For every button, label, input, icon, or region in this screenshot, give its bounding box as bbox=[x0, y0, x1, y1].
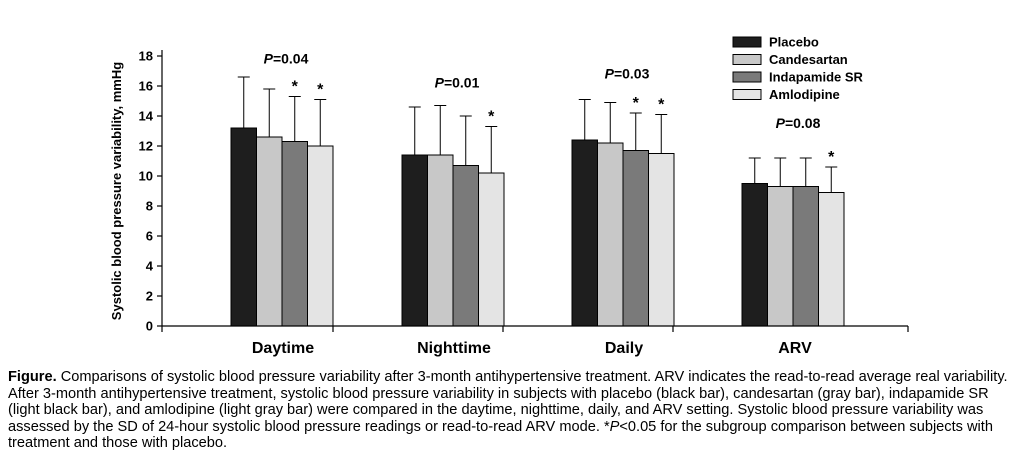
caption-label: Figure. bbox=[8, 369, 57, 385]
y-tick-label: 12 bbox=[139, 139, 153, 154]
bar bbox=[622, 150, 649, 327]
y-tick-label: 16 bbox=[139, 79, 153, 94]
caption-text-2: <0.05 for the subgroup comparison betwee… bbox=[8, 418, 993, 452]
legend-swatch bbox=[732, 89, 762, 100]
y-axis: 0 2 4 6 8 10 12 14 16 18 bbox=[139, 49, 163, 334]
bar bbox=[401, 154, 428, 327]
x-category-label: Nighttime bbox=[417, 340, 491, 357]
significance-star: * bbox=[292, 79, 299, 96]
p-value-label: P=0.08 bbox=[776, 115, 821, 131]
bar bbox=[452, 165, 479, 327]
y-tick-label: 2 bbox=[146, 289, 153, 304]
legend-label: Candesartan bbox=[769, 52, 848, 67]
bar bbox=[281, 141, 308, 327]
bar bbox=[478, 172, 505, 327]
significance-star: * bbox=[828, 149, 835, 166]
legend-label: Placebo bbox=[769, 35, 819, 50]
bar bbox=[230, 127, 257, 327]
y-tick-label: 14 bbox=[139, 109, 154, 124]
bar bbox=[741, 183, 768, 327]
bar bbox=[256, 136, 283, 327]
bar bbox=[818, 192, 845, 327]
figure-caption: Figure. Comparisons of systolic blood pr… bbox=[8, 369, 1018, 452]
legend: Placebo Candesartan Indapamide SR Amlodipin… bbox=[732, 35, 864, 102]
p-value-label: P=0.01 bbox=[435, 75, 480, 91]
caption-text-1: Comparisons of systolic blood pressure v… bbox=[8, 369, 1008, 435]
legend-label: Indapamide SR bbox=[769, 70, 864, 85]
y-tick-label: 8 bbox=[146, 199, 153, 214]
bar bbox=[307, 145, 334, 327]
x-category-label: Daily bbox=[605, 340, 643, 357]
legend-swatch bbox=[732, 36, 762, 48]
y-tick-label: 0 bbox=[146, 319, 153, 334]
caption-p-symbol: P bbox=[609, 418, 620, 435]
x-axis: Daytime Nighttime Daily ARV bbox=[161, 325, 909, 357]
y-tick-label: 18 bbox=[139, 49, 153, 64]
bar bbox=[767, 186, 794, 327]
bar bbox=[427, 154, 454, 327]
legend-label: Amlodipine bbox=[769, 87, 840, 102]
legend-swatch bbox=[732, 54, 762, 65]
y-tick-label: 6 bbox=[146, 229, 153, 244]
error-bars bbox=[237, 76, 838, 193]
y-axis-label: Systolic blood pressure variability, mmH… bbox=[109, 62, 124, 320]
x-category-label: ARV bbox=[778, 340, 812, 357]
y-tick-label: 10 bbox=[139, 169, 153, 184]
bar bbox=[648, 153, 675, 327]
bar bbox=[792, 186, 819, 327]
significance-star: * bbox=[633, 95, 640, 112]
annotations: P=0.04 P=0.01 P=0.03 P=0.08 * * * * * * bbox=[264, 51, 836, 167]
x-category-label: Daytime bbox=[252, 340, 314, 357]
bar bbox=[571, 139, 598, 327]
legend-swatch bbox=[732, 71, 762, 83]
significance-star: * bbox=[317, 82, 324, 99]
significance-star: * bbox=[658, 97, 665, 114]
significance-star: * bbox=[488, 109, 495, 126]
p-value-label: P=0.03 bbox=[605, 66, 650, 82]
bar bbox=[597, 142, 624, 327]
bar-chart: 0 2 4 6 8 10 12 14 16 18 Daytime Nighttime Daily ARV… bbox=[109, 35, 909, 357]
p-value-label: P=0.04 bbox=[264, 51, 309, 67]
bars bbox=[230, 127, 845, 327]
y-tick-label: 4 bbox=[146, 259, 154, 274]
